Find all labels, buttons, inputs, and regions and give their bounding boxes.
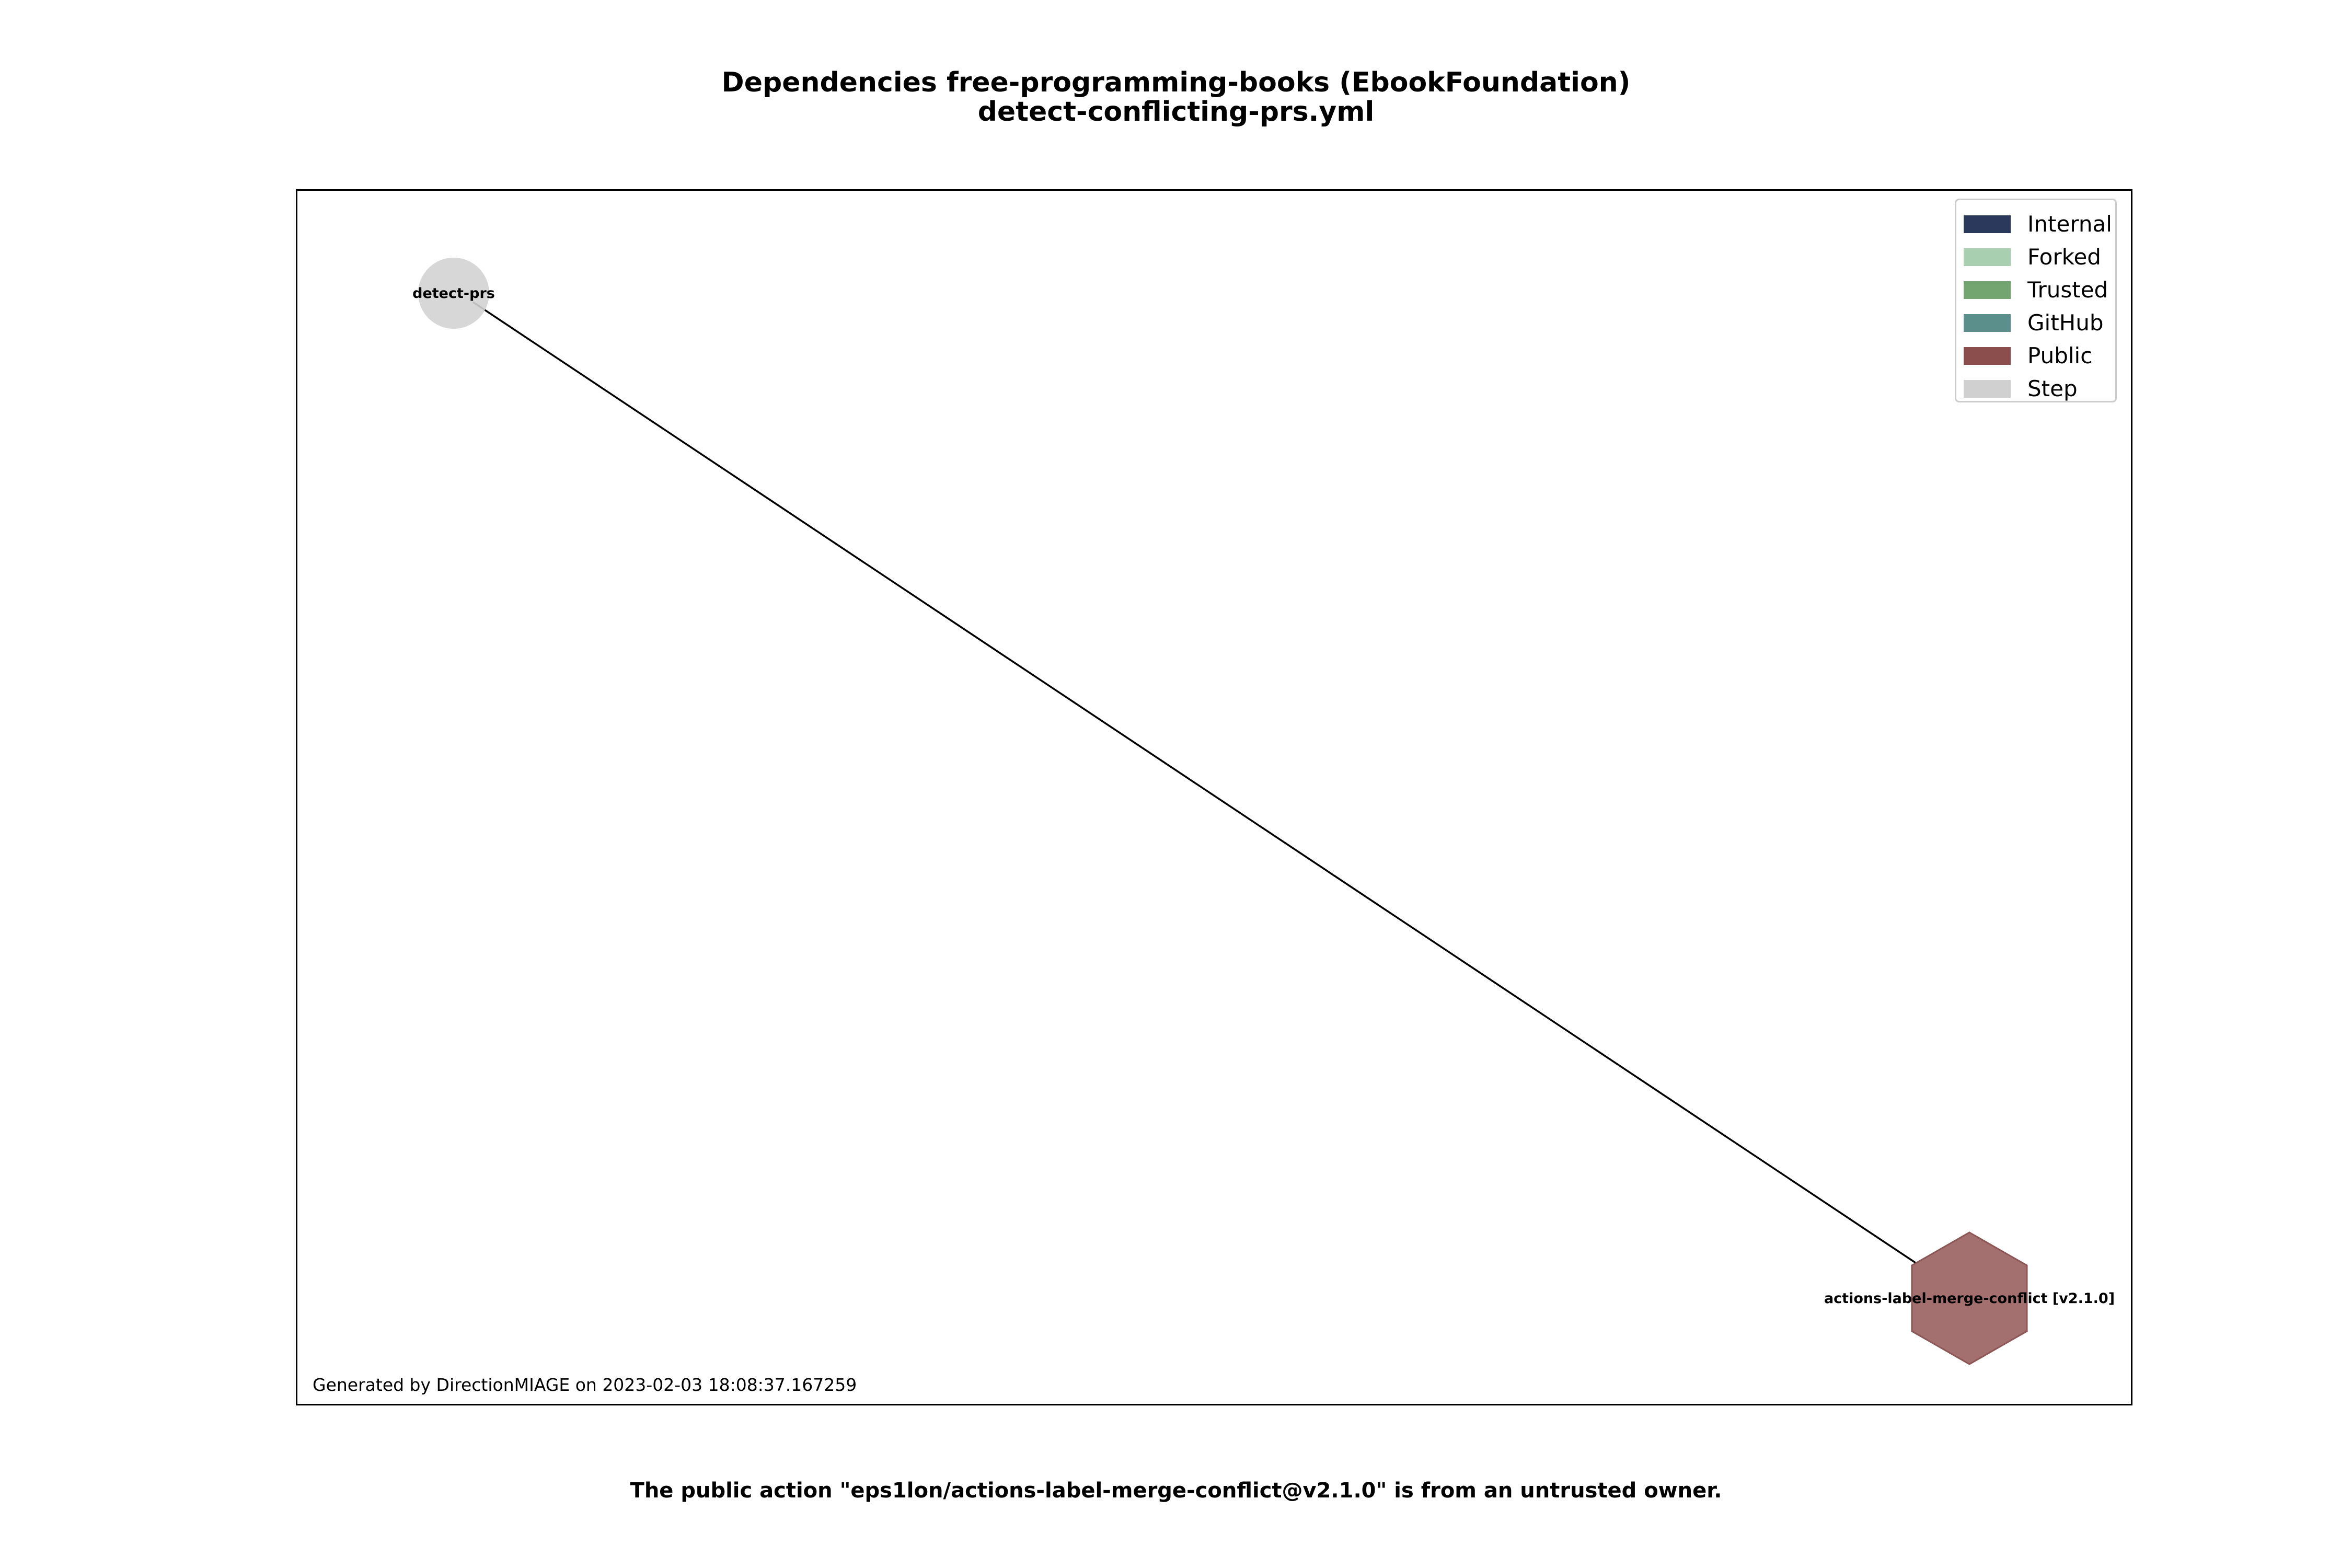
- legend-item-internal: Internal: [1964, 207, 2115, 240]
- diagram-subtitle: detect-conflicting-prs.yml: [977, 96, 1375, 128]
- generated-by-note: Generated by DirectionMIAGE on 2023-02-0…: [313, 1375, 857, 1395]
- legend-label-github: GitHub: [2027, 310, 2104, 336]
- node-label-actions-label-merge-conflict: actions-label-merge-conflict [v2.1.0]: [1824, 1290, 2115, 1307]
- legend-swatch-step: [1964, 379, 2011, 398]
- legend-swatch-github: [1964, 314, 2011, 332]
- legend-label-internal: Internal: [2027, 211, 2112, 237]
- legend-item-forked: Forked: [1964, 240, 2115, 273]
- legend-swatch-trusted: [1964, 281, 2011, 299]
- legend-label-public: Public: [2027, 343, 2093, 368]
- node-actions-label-merge-conflict[interactable]: [1911, 1231, 2028, 1365]
- legend-item-github: GitHub: [1964, 306, 2115, 339]
- node-label-detect-prs: detect-prs: [412, 285, 495, 302]
- legend-label-step: Step: [2027, 376, 2078, 401]
- legend-item-public: Public: [1964, 339, 2115, 372]
- legend-label-trusted: Trusted: [2027, 277, 2108, 303]
- edge-detect-prs-to-action: [472, 301, 1955, 1290]
- legend: Internal Forked Trusted GitHub Public St…: [1955, 199, 2117, 402]
- legend-item-trusted: Trusted: [1964, 273, 2115, 306]
- untrusted-owner-warning: The public action "eps1lon/actions-label…: [630, 1479, 1722, 1503]
- legend-item-step: Step: [1964, 372, 2115, 405]
- legend-swatch-internal: [1964, 215, 2011, 233]
- diagram-title: Dependencies free-programming-books (Ebo…: [721, 67, 1631, 98]
- legend-swatch-forked: [1964, 248, 2011, 266]
- legend-label-forked: Forked: [2027, 244, 2101, 270]
- legend-swatch-public: [1964, 347, 2011, 365]
- node-detect-prs[interactable]: [418, 258, 489, 329]
